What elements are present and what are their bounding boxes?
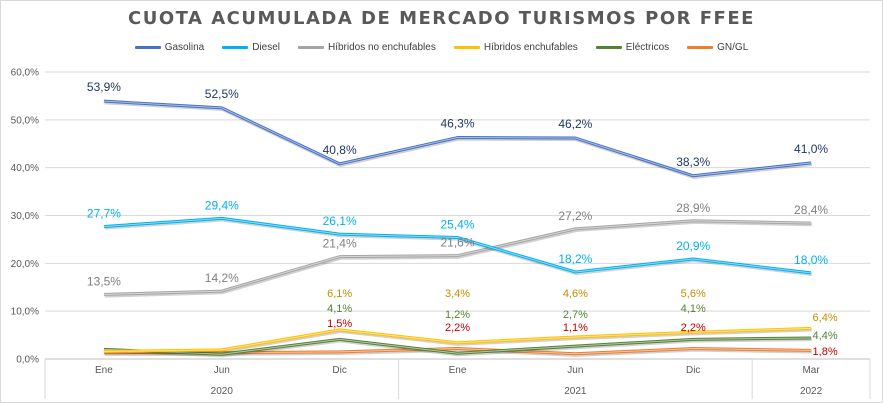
legend-label: Gasolina <box>164 42 205 53</box>
y-tick-label: 40,0% <box>11 163 39 174</box>
y-tick-label: 50,0% <box>11 115 39 126</box>
legend-label: Diesel <box>252 42 280 53</box>
x-tick-label: Jun <box>214 365 230 376</box>
series-line-highlight-gasolina <box>103 100 812 177</box>
data-label-gasolina: 41,0% <box>794 142 828 156</box>
data-label-hibridos-enchufables: 3,4% <box>445 288 470 300</box>
legend-label: Eléctricos <box>625 42 670 53</box>
legend-swatch <box>453 45 480 49</box>
data-label-diesel: 29,4% <box>205 198 239 212</box>
x-tick-label: Dic <box>686 365 700 376</box>
data-label-hibridos-no-enchufables: 28,9% <box>676 201 710 215</box>
data-label-hibridos-enchufables: 4,6% <box>563 288 588 300</box>
chart-title: CUOTA ACUMULADA DE MERCADO TURISMOS POR … <box>128 8 755 29</box>
data-label-gn-gl: 1,8% <box>813 346 838 358</box>
y-tick-label: 30,0% <box>11 211 39 222</box>
x-year-label: 2020 <box>211 386 234 397</box>
legend-item-electricos: Eléctricos <box>595 42 670 53</box>
x-tick-label: Dic <box>332 365 346 376</box>
x-year-label: 2022 <box>800 386 823 397</box>
data-label-gasolina: 40,8% <box>323 143 357 157</box>
data-label-gn-gl: 2,2% <box>445 322 470 334</box>
x-tick-label: Ene <box>449 365 467 376</box>
data-label-electricos: 4,1% <box>327 303 352 315</box>
data-label-gn-gl: 1,5% <box>327 318 352 330</box>
legend-swatch <box>134 45 161 49</box>
legend-item-gn-gl: GN/GL <box>687 42 748 53</box>
series-line-highlight-hibridos-enchufables <box>103 327 812 352</box>
data-label-hibridos-enchufables: 5,6% <box>681 288 706 300</box>
data-label-electricos: 2,7% <box>563 309 588 321</box>
data-label-diesel: 18,2% <box>558 252 592 266</box>
legend-item-hibridos-enchufables: Híbridos enchufables <box>453 42 578 53</box>
legend-swatch <box>595 45 622 49</box>
data-label-diesel: 20,9% <box>676 239 710 253</box>
data-label-electricos: 4,1% <box>681 303 706 315</box>
data-label-diesel: 26,1% <box>323 214 357 228</box>
data-label-hibridos-enchufables: 6,1% <box>327 288 352 300</box>
legend-item-diesel: Diesel <box>222 42 280 53</box>
y-tick-label: 20,0% <box>11 259 39 270</box>
chart-legend: Gasolina Diesel Híbridos no enchufables Híb… <box>0 42 883 53</box>
data-label-hibridos-no-enchufables: 21,4% <box>323 237 357 251</box>
y-tick-label: 0,0% <box>16 355 39 366</box>
data-label-gasolina: 38,3% <box>676 155 710 169</box>
legend-label: Híbridos no enchufables <box>327 42 436 53</box>
data-label-hibridos-enchufables: 6,4% <box>813 312 838 324</box>
series-line-highlight-hibridos-no-enchufables <box>103 220 812 295</box>
legend-item-gasolina: Gasolina <box>134 42 205 53</box>
data-label-gasolina: 46,3% <box>440 117 474 131</box>
data-label-diesel: 18,0% <box>794 253 828 267</box>
data-label-hibridos-no-enchufables: 27,2% <box>558 209 592 223</box>
y-tick-label: 60,0% <box>11 68 39 79</box>
data-label-gn-gl: 2,2% <box>681 322 706 334</box>
data-label-electricos: 4,4% <box>813 330 838 342</box>
data-label-gasolina: 53,9% <box>87 80 121 94</box>
x-tick-label: Ene <box>95 365 113 376</box>
data-label-diesel: 25,4% <box>440 218 474 232</box>
data-label-hibridos-no-enchufables: 21,6% <box>440 236 474 250</box>
legend-label: GN/GL <box>717 42 749 53</box>
data-label-hibridos-no-enchufables: 13,5% <box>87 274 121 288</box>
data-label-diesel: 27,7% <box>87 207 121 221</box>
legend-label: Híbridos enchufables <box>483 42 578 53</box>
series-line-highlight-electricos <box>103 337 812 355</box>
x-tick-label: Jun <box>567 365 583 376</box>
data-label-gn-gl: 1,1% <box>563 322 588 334</box>
data-label-gasolina: 52,5% <box>205 87 239 101</box>
x-tick-label: Mar <box>802 365 820 376</box>
data-label-electricos: 1,2% <box>445 309 470 321</box>
x-year-label: 2021 <box>564 386 587 397</box>
legend-swatch <box>687 45 714 49</box>
legend-item-hibridos-no-enchufables: Híbridos no enchufables <box>297 42 436 53</box>
legend-swatch <box>297 45 324 49</box>
series-line-highlight-diesel <box>103 217 812 274</box>
data-label-hibridos-no-enchufables: 14,2% <box>205 271 239 285</box>
data-label-gasolina: 46,2% <box>558 117 592 131</box>
y-tick-label: 10,0% <box>11 307 39 318</box>
legend-swatch <box>222 45 249 49</box>
data-label-hibridos-no-enchufables: 28,4% <box>794 203 828 217</box>
